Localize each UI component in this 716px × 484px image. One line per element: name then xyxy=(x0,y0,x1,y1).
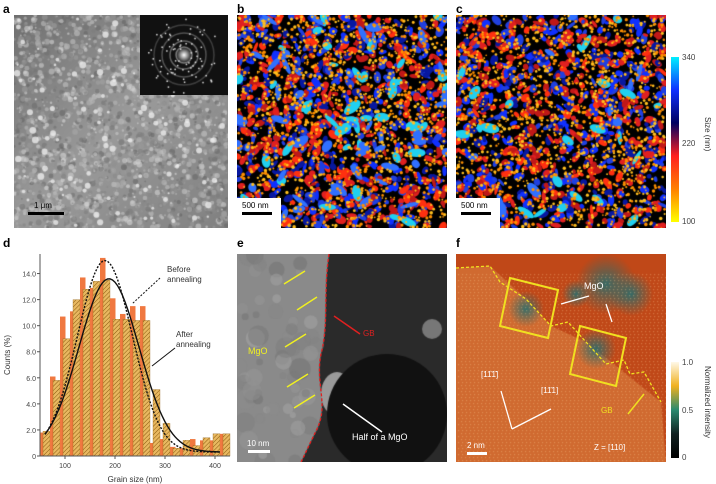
stem-image xyxy=(237,254,447,462)
intensity-colorbar xyxy=(671,362,679,458)
bar-before xyxy=(100,257,106,456)
bar-before xyxy=(130,306,136,456)
intensity-colorbar-title: Normalized intensity xyxy=(703,366,712,439)
scalebar-f-text: 2 nm xyxy=(467,441,485,450)
size-colorbar xyxy=(671,57,679,222)
bar-before xyxy=(60,316,66,456)
bar-before xyxy=(120,313,126,456)
panel-b-label: b xyxy=(237,2,245,16)
zone-axis-label: Z = [110] xyxy=(594,443,626,452)
bar-after xyxy=(222,433,231,457)
bar-before xyxy=(80,277,86,456)
diffraction-inset xyxy=(140,15,228,95)
gb-label-e: GB xyxy=(363,329,375,338)
y-tick-label: 8.0 xyxy=(26,350,36,357)
size-tick-100: 100 xyxy=(682,217,696,226)
panel-e-label: e xyxy=(237,236,244,250)
grain-size-histogram: 0 2.0 4.0 6.0 8.0 10.0 12.0 14.0 100 200 300 400 Gra… xyxy=(3,254,231,484)
bar-before xyxy=(150,442,156,456)
panel-a-label: a xyxy=(3,2,10,16)
panel-f-label: f xyxy=(456,236,460,250)
bar-before xyxy=(190,439,196,456)
intensity-tick-1: 1.0 xyxy=(682,358,694,367)
intensity-tick-0: 0 xyxy=(682,453,687,462)
annotation-arrow-after xyxy=(151,347,176,367)
scalebar-b-text: 500 nm xyxy=(242,201,269,210)
bar-after xyxy=(122,319,131,457)
x-tick-label: 100 xyxy=(59,463,71,470)
x-tick-label: 400 xyxy=(209,463,221,470)
bar-after xyxy=(92,281,101,457)
y-tick-label: 14.0 xyxy=(22,272,36,279)
intensity-tick-05: 0.5 xyxy=(682,406,694,415)
scalebar-b xyxy=(242,212,272,215)
panel-c-label: c xyxy=(456,2,463,16)
half-mgo-label: Half of a MgO xyxy=(352,432,408,442)
bar-before xyxy=(90,287,96,456)
bar-before xyxy=(140,306,146,456)
y-tick-label: 10.0 xyxy=(22,324,36,331)
annotation-after: After xyxy=(176,330,193,339)
y-tick-label: 0 xyxy=(32,454,36,461)
y-axis-label: Counts (%) xyxy=(3,335,12,375)
bar-before xyxy=(50,376,56,456)
gb-label-f: GB xyxy=(601,406,613,415)
grain-size-map-b xyxy=(237,15,447,228)
bar-before xyxy=(40,432,46,456)
scalebar-c xyxy=(461,212,491,215)
bar-before xyxy=(160,439,166,456)
fit-before xyxy=(44,259,221,453)
scalebar-a xyxy=(28,212,64,215)
bar-before xyxy=(200,440,206,456)
bar-after xyxy=(72,299,81,457)
bar-after xyxy=(202,437,211,457)
bar-before xyxy=(210,440,216,456)
annotation-before: annealing xyxy=(167,275,202,284)
mgo-label-f: MgO xyxy=(584,281,604,291)
scalebar-a-text: 1 μm xyxy=(34,201,52,210)
bar-after xyxy=(152,389,161,457)
annotation-after: annealing xyxy=(176,340,211,349)
bar-before xyxy=(220,433,226,456)
bar-after xyxy=(42,431,51,457)
mgo-label-e: MgO xyxy=(248,346,268,356)
bar-after xyxy=(172,448,181,457)
direction-label-2: [11̄1] xyxy=(541,386,559,395)
x-tick-label: 200 xyxy=(109,463,121,470)
bar-before xyxy=(110,298,116,456)
hrstem-intensity-map xyxy=(456,254,666,462)
bar-after xyxy=(102,279,111,457)
bar-after xyxy=(182,440,191,457)
annotation-arrow-before xyxy=(131,277,161,305)
bar-before xyxy=(170,446,176,456)
scalebar-e xyxy=(248,450,270,453)
y-tick-label: 4.0 xyxy=(26,402,36,409)
grain-size-map-c xyxy=(456,15,666,228)
scalebar-e-text: 10 nm xyxy=(247,439,270,448)
fit-after xyxy=(44,278,221,453)
panel-d-label: d xyxy=(3,236,11,250)
panel-f-overlay xyxy=(456,265,662,430)
size-tick-220: 220 xyxy=(682,139,696,148)
scalebar-f xyxy=(467,452,487,455)
panel-e-overlay xyxy=(283,254,383,462)
bar-before xyxy=(70,311,76,456)
y-tick-label: 2.0 xyxy=(26,428,36,435)
y-tick-label: 12.0 xyxy=(22,298,36,305)
x-axis-label: Grain size (nm) xyxy=(108,475,163,484)
size-colorbar-title: Size (nm) xyxy=(703,117,712,152)
direction-label-1: [11̄1̄] xyxy=(481,370,499,379)
size-tick-340: 340 xyxy=(682,53,696,62)
scalebar-c-text: 500 nm xyxy=(461,201,488,210)
bar-after xyxy=(112,319,121,457)
annotation-before: Before xyxy=(167,265,191,274)
x-tick-label: 300 xyxy=(159,463,171,470)
bar-before xyxy=(180,448,186,456)
y-tick-label: 6.0 xyxy=(26,376,36,383)
